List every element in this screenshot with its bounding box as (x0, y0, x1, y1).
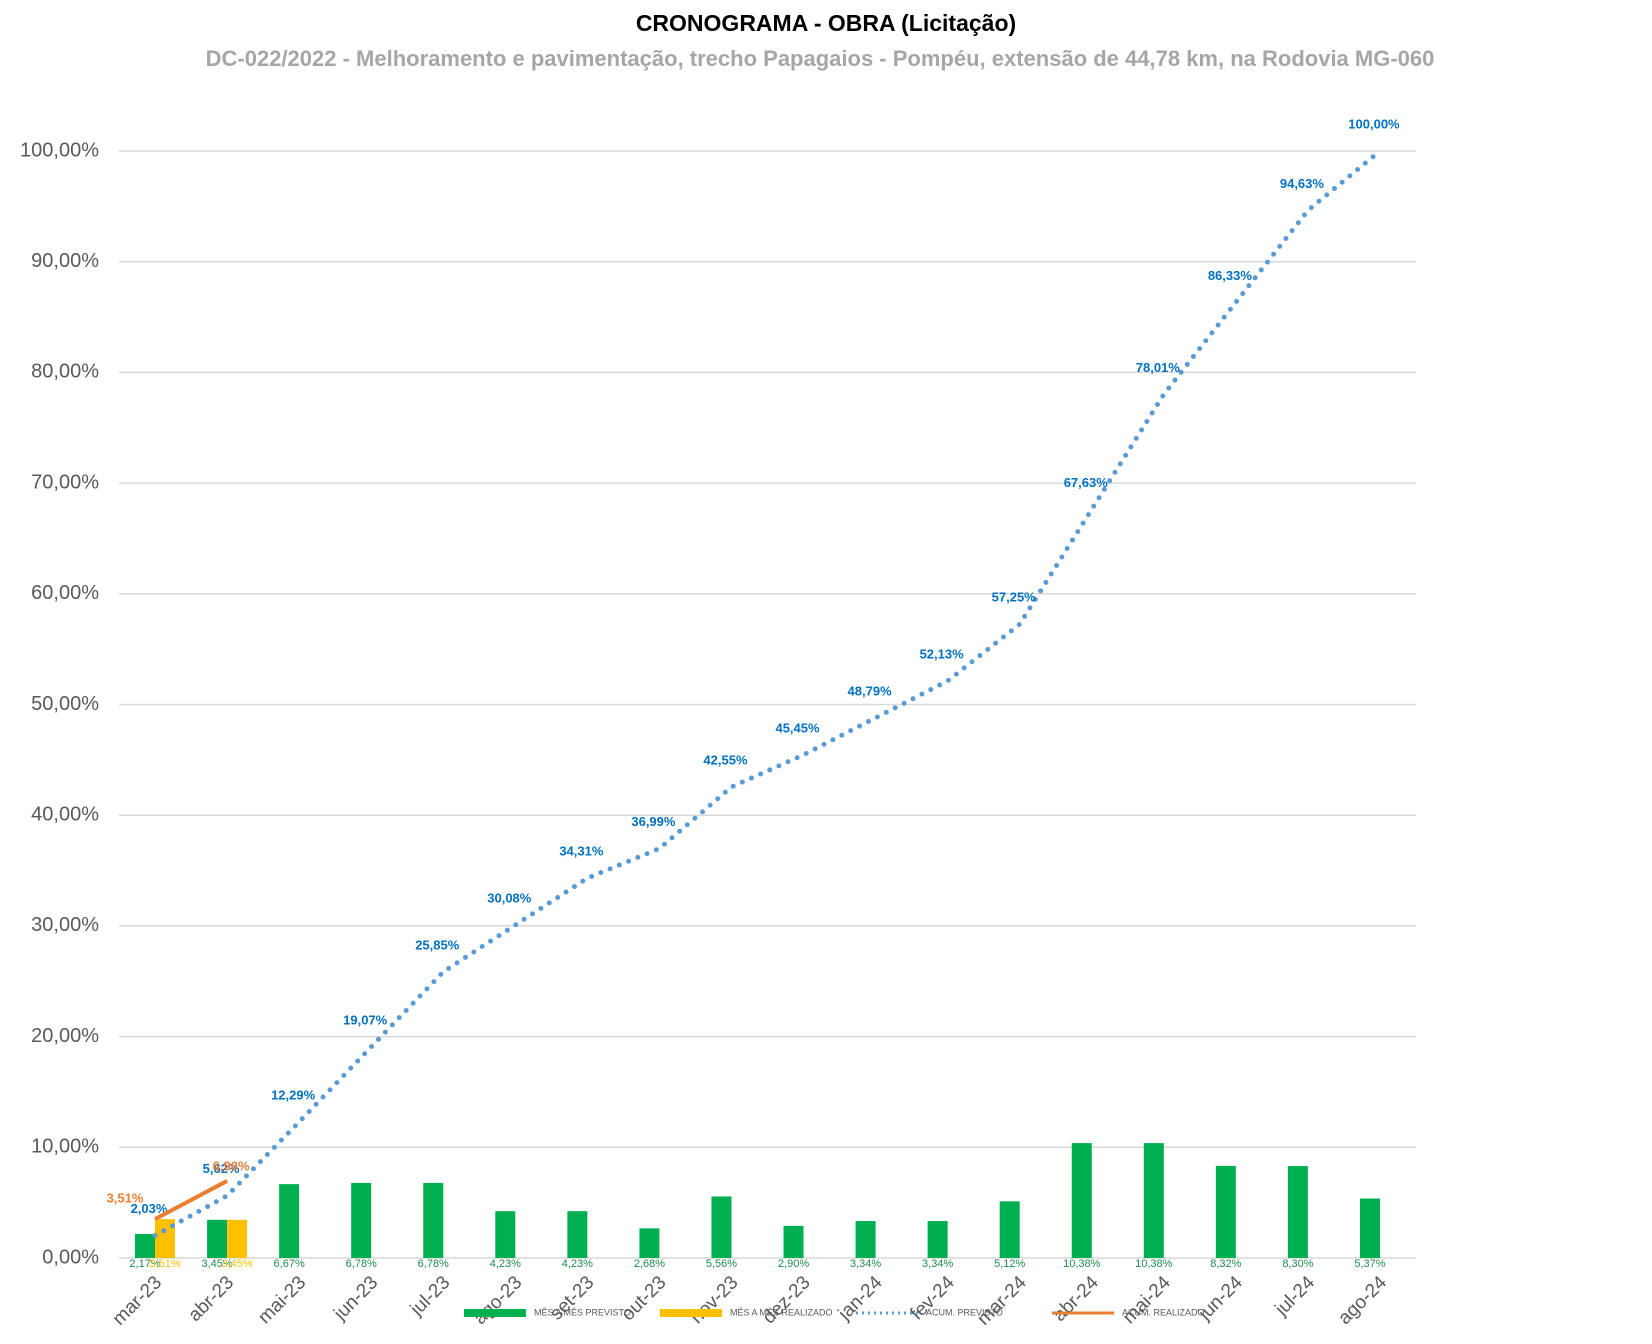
bar (155, 1219, 176, 1258)
data-label: 6,78% (346, 1258, 377, 1270)
data-label: 10,38% (1135, 1258, 1173, 1270)
y-tick-label: 30,00% (31, 914, 99, 936)
data-label: 6,78% (418, 1258, 449, 1270)
data-label: 4,23% (562, 1258, 593, 1270)
bar (227, 1219, 248, 1258)
bar (1215, 1165, 1236, 1258)
data-label: 2,90% (778, 1258, 809, 1270)
data-label: 30,08% (487, 890, 532, 905)
data-label: 19,07% (343, 1012, 388, 1027)
x-tick-label: ago-24 (1334, 1272, 1391, 1329)
x-tick-label: dez-23 (759, 1272, 815, 1328)
legend-swatch (464, 1309, 526, 1317)
x-tick-label: jul-24 (1271, 1272, 1320, 1321)
x-tick-label: abr-24 (1049, 1272, 1103, 1326)
data-label: 4,23% (490, 1258, 521, 1270)
bar (783, 1225, 804, 1258)
y-tick-label: 10,00% (31, 1136, 99, 1158)
data-label: 34,31% (559, 844, 604, 859)
legend-label: ACUM. REALIZADO (1122, 1307, 1205, 1317)
line (154, 1179, 229, 1221)
data-label: 3,51% (149, 1258, 180, 1270)
data-label: 100,00% (1348, 116, 1400, 131)
data-label: 48,79% (848, 683, 893, 698)
data-label: 78,01% (1136, 360, 1181, 375)
chart-title: CRONOGRAMA - OBRA (Licitação) (635, 10, 1017, 36)
data-label: 2,03% (131, 1201, 168, 1216)
bar (639, 1228, 660, 1258)
y-tick-label: 100,00% (20, 139, 99, 161)
legend-label: MÊS A MÊS REALIZADO (730, 1307, 833, 1317)
x-tick-label: abr-23 (184, 1272, 238, 1326)
x-tick-label: nov-23 (687, 1272, 743, 1328)
bar (279, 1184, 300, 1258)
bar (999, 1201, 1020, 1258)
bar (351, 1182, 372, 1258)
bar (1359, 1198, 1380, 1258)
bar (567, 1211, 588, 1258)
y-tick-label: 50,00% (31, 693, 99, 715)
line (152, 148, 1383, 1239)
data-label: 8,30% (1282, 1258, 1313, 1270)
y-tick-label: 0,00% (42, 1246, 99, 1268)
x-tick-label: mar-24 (973, 1272, 1031, 1330)
bar (135, 1233, 156, 1258)
x-tick-label: mai-23 (254, 1272, 310, 1328)
data-label: 10,38% (1063, 1258, 1101, 1270)
data-label: 5,37% (1354, 1258, 1385, 1270)
data-label: 3,51% (107, 1191, 144, 1206)
y-tick-label: 40,00% (31, 803, 99, 825)
data-label: 36,99% (631, 814, 676, 829)
data-label: 3,45% (201, 1258, 232, 1270)
legend-label: MÊS A MÊS PREVISTO (534, 1307, 631, 1317)
bar (855, 1221, 876, 1258)
x-tick-label: jan-24 (834, 1272, 887, 1325)
x-tick-label: mai-24 (1119, 1272, 1175, 1328)
bar (423, 1182, 444, 1258)
legend-label: ACUM. PREVISTO (926, 1307, 1003, 1317)
data-label: 6,96% (213, 1158, 250, 1173)
data-label: 6,67% (274, 1258, 305, 1270)
bar (711, 1196, 732, 1258)
data-label: 86,33% (1208, 268, 1253, 283)
bar (1287, 1166, 1308, 1258)
legend-swatch (660, 1309, 722, 1317)
data-label: 2,68% (634, 1258, 665, 1270)
data-label: 5,62% (203, 1161, 240, 1176)
x-tick-label: jul-23 (406, 1272, 454, 1320)
data-label: 12,29% (271, 1087, 316, 1102)
bar (1071, 1143, 1092, 1258)
data-label: 5,56% (706, 1258, 737, 1270)
bar (927, 1221, 948, 1258)
bar (495, 1211, 516, 1258)
data-label: 3,34% (922, 1258, 953, 1270)
x-tick-label: ago-23 (470, 1272, 527, 1329)
y-tick-label: 20,00% (31, 1025, 99, 1047)
data-label: 5,12% (994, 1258, 1025, 1270)
data-label: 42,55% (703, 752, 748, 767)
data-label: 8,32% (1210, 1258, 1241, 1270)
data-label: 2,17% (129, 1258, 160, 1270)
y-tick-label: 60,00% (31, 582, 99, 604)
y-tick-label: 80,00% (31, 361, 99, 383)
data-label: 67,63% (1064, 475, 1109, 490)
chart-subtitle: DC-022/2022 - Melhoramento e pavimentaçã… (205, 46, 1435, 71)
data-label: 94,63% (1280, 176, 1325, 191)
bar (207, 1219, 228, 1258)
x-tick-label: mar-23 (109, 1272, 166, 1329)
data-label: 45,45% (775, 720, 820, 735)
data-label: 25,85% (415, 937, 460, 952)
data-label: 57,25% (992, 590, 1037, 605)
x-tick-label: jun-23 (329, 1272, 382, 1325)
bar (1143, 1143, 1164, 1258)
data-label: 3,45% (221, 1258, 252, 1270)
y-tick-label: 90,00% (31, 250, 99, 272)
y-tick-label: 70,00% (31, 471, 99, 493)
data-label: 3,34% (850, 1258, 881, 1270)
data-label: 52,13% (920, 646, 965, 661)
